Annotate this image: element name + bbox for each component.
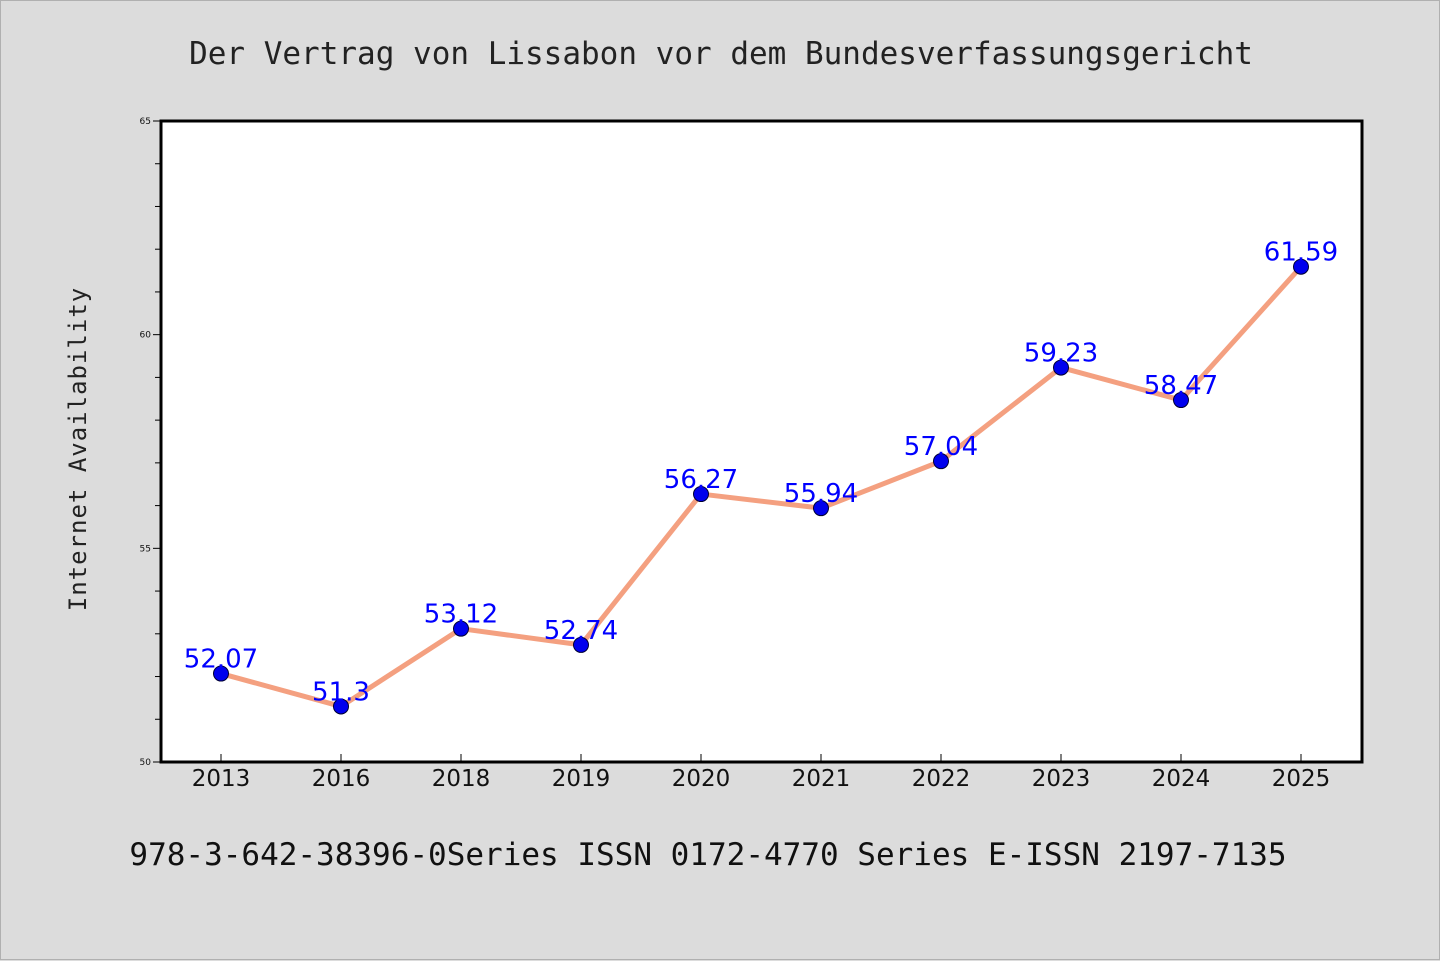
footer-isbn-issn: 978-3-642-38396-0Series ISSN 0172-4770 S… <box>129 837 1286 873</box>
data-label: 61.59 <box>1264 238 1338 268</box>
x-tick-label: 2024 <box>1152 766 1211 792</box>
data-label-group: 52.07 51.3 53.12 52.74 56.27 55.94 57.04 59.23 5… <box>184 238 1338 708</box>
data-label: 52.74 <box>544 616 618 646</box>
series-line-group <box>218 264 1304 709</box>
y-tick-label: 65 <box>140 117 151 127</box>
data-label: 55.94 <box>784 479 858 509</box>
data-label: 52.07 <box>184 645 258 675</box>
y-axis-label: Internet Availability <box>64 287 92 611</box>
y-tick-label: 55 <box>140 544 151 554</box>
data-label: 58.47 <box>1144 371 1218 401</box>
data-label: 57.04 <box>904 432 978 462</box>
y-tick-label: 60 <box>140 331 152 341</box>
x-tick-label: 2020 <box>672 766 731 792</box>
data-point <box>333 698 349 715</box>
x-tick-label: 2019 <box>552 766 611 792</box>
plot-area <box>159 119 1364 764</box>
data-label: 51.3 <box>312 677 370 707</box>
data-point <box>573 636 589 653</box>
x-tick-label: 2025 <box>1272 766 1331 792</box>
data-point <box>1053 359 1069 376</box>
data-point <box>693 486 709 503</box>
data-point <box>813 500 829 517</box>
data-point <box>1293 258 1309 275</box>
y-tick-label: 50 <box>140 758 152 768</box>
data-point <box>1173 392 1189 409</box>
y-axis: 50 55 60 65 <box>140 117 161 768</box>
data-point <box>453 620 469 637</box>
x-tick-label: 2022 <box>912 766 971 792</box>
series-line <box>218 264 1304 709</box>
chart-title: Der Vertrag von Lissabon vor dem Bundesv… <box>189 36 1253 72</box>
x-tick-label: 2016 <box>312 766 371 792</box>
data-label: 56.27 <box>664 465 738 495</box>
data-point <box>213 665 229 682</box>
x-tick-label: 2013 <box>192 766 251 792</box>
series-marker-group <box>213 258 1309 715</box>
x-tick-label: 2021 <box>792 766 851 792</box>
data-label: 53.12 <box>424 600 498 630</box>
x-tick-label: 2023 <box>1032 766 1091 792</box>
data-point <box>933 453 949 470</box>
x-axis: 2013 2016 2018 2019 2020 2021 2022 2023 2024 2025 <box>192 754 1331 792</box>
x-tick-label: 2018 <box>432 766 491 792</box>
data-label: 59.23 <box>1024 339 1098 369</box>
